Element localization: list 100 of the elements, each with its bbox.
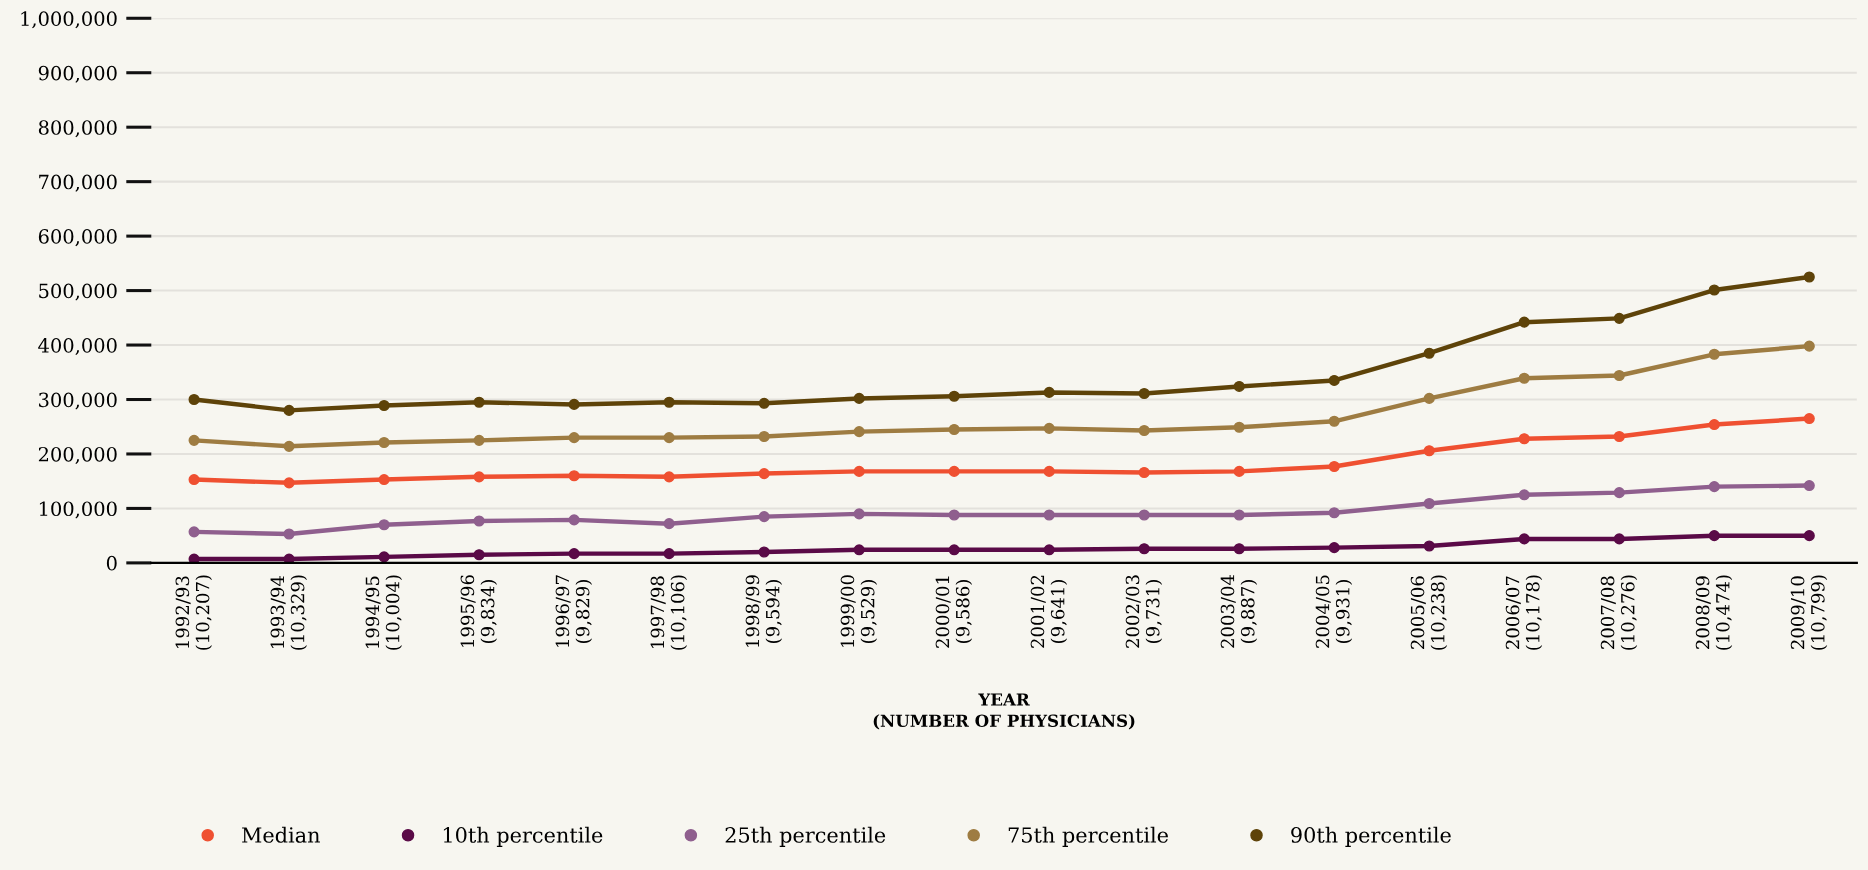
point xyxy=(473,471,485,483)
point xyxy=(1613,533,1625,545)
point xyxy=(1518,533,1530,545)
point xyxy=(1138,543,1150,555)
point xyxy=(1138,466,1150,479)
point xyxy=(758,511,770,523)
point xyxy=(1233,465,1245,477)
point xyxy=(1233,421,1245,433)
x-tick-label: 1997/98 (10,106) xyxy=(650,575,688,650)
point xyxy=(473,396,485,408)
point xyxy=(663,518,675,530)
point xyxy=(948,544,960,556)
point xyxy=(1043,509,1055,521)
legend-label: 75th percentile xyxy=(1008,826,1168,847)
y-tick-label: 0 xyxy=(106,555,117,571)
point xyxy=(568,514,580,526)
point xyxy=(758,546,770,558)
x-tick-label: 2000/01 (9,586) xyxy=(935,576,973,648)
point xyxy=(1233,509,1245,521)
point xyxy=(663,548,675,560)
point xyxy=(283,553,295,563)
point xyxy=(853,426,865,438)
point xyxy=(663,471,675,483)
point xyxy=(853,465,865,477)
legend-label: 10th percentile xyxy=(443,826,603,847)
point xyxy=(1708,348,1720,360)
point xyxy=(1328,374,1340,386)
point xyxy=(1138,424,1150,437)
x-tick-label: 2008/09 (10,474) xyxy=(1695,575,1733,650)
point xyxy=(188,393,200,406)
point xyxy=(948,390,960,402)
point xyxy=(1708,530,1720,542)
point xyxy=(568,548,580,560)
point xyxy=(1328,542,1340,554)
point xyxy=(1803,271,1815,283)
y-tick-label: 500,000 xyxy=(39,283,117,301)
x-tick-label: 2007/08 (10,276) xyxy=(1600,575,1638,650)
point xyxy=(1328,460,1340,473)
point xyxy=(1613,312,1625,324)
point xyxy=(1233,543,1245,555)
x-tick-label: 1999/00 (9,529) xyxy=(840,575,878,647)
point xyxy=(1138,509,1150,521)
point xyxy=(1423,497,1435,510)
y-tick-label: 900,000 xyxy=(38,65,117,83)
point xyxy=(378,551,390,563)
point xyxy=(568,398,580,410)
x-tick-label: 1995/96 (9,834) xyxy=(460,575,498,647)
x-tick-label: 1992/93 (10,207) xyxy=(175,575,212,650)
point xyxy=(663,396,675,408)
y-tick-label: 700,000 xyxy=(39,174,117,192)
x-tick-label: 2005/06 (10,238) xyxy=(1410,575,1448,650)
x-tick-label: 2009/10 (10,799) xyxy=(1790,575,1828,650)
point xyxy=(1803,413,1815,425)
point xyxy=(1043,386,1055,398)
point xyxy=(1328,415,1340,427)
point xyxy=(758,397,770,409)
point xyxy=(568,470,580,482)
point xyxy=(1518,316,1530,328)
point xyxy=(283,528,295,540)
x-tick-label: 2001/02 (9,641) xyxy=(1030,575,1068,648)
point xyxy=(1708,481,1720,493)
point xyxy=(1708,284,1720,296)
point xyxy=(1423,540,1435,552)
x-tick-label: 2002/03 (9,731) xyxy=(1125,575,1163,648)
point xyxy=(188,474,200,486)
point xyxy=(378,399,390,412)
point xyxy=(1138,387,1150,400)
y-tick-label: 100,000 xyxy=(39,501,117,519)
point xyxy=(663,432,675,444)
point xyxy=(948,465,960,477)
x-tick-label: 1996/97 (9,829) xyxy=(555,575,593,647)
x-axis-title: YEAR (NUMBER OF PHYSICIANS) xyxy=(873,693,1135,730)
point xyxy=(473,515,485,527)
point xyxy=(1518,372,1530,384)
point xyxy=(1613,430,1625,443)
point xyxy=(948,423,960,436)
point xyxy=(1043,465,1055,477)
point xyxy=(188,434,200,446)
point xyxy=(1423,445,1435,457)
point xyxy=(1233,380,1245,392)
point xyxy=(1708,419,1720,431)
y-tick-label: 400,000 xyxy=(38,338,117,356)
point xyxy=(283,440,295,452)
point xyxy=(948,509,960,521)
y-tick-label: 200,000 xyxy=(38,446,117,464)
x-tick-label: 1998/99 (9,594) xyxy=(745,575,783,647)
point xyxy=(1613,487,1625,499)
x-tick-label: 2006/07 (10,178) xyxy=(1505,575,1543,650)
point xyxy=(378,519,390,531)
point xyxy=(1518,489,1530,501)
x-tick-label: 2004/05 (9,931) xyxy=(1315,575,1353,648)
legend-label: Median xyxy=(242,826,320,843)
point xyxy=(473,549,485,561)
point xyxy=(473,434,485,446)
point xyxy=(1803,479,1815,492)
point xyxy=(758,430,770,443)
x-tick-label: 1994/95 (10,004) xyxy=(365,575,402,650)
point xyxy=(283,477,295,489)
y-tick-label: 1,000,000 xyxy=(21,11,117,29)
point xyxy=(378,436,390,449)
